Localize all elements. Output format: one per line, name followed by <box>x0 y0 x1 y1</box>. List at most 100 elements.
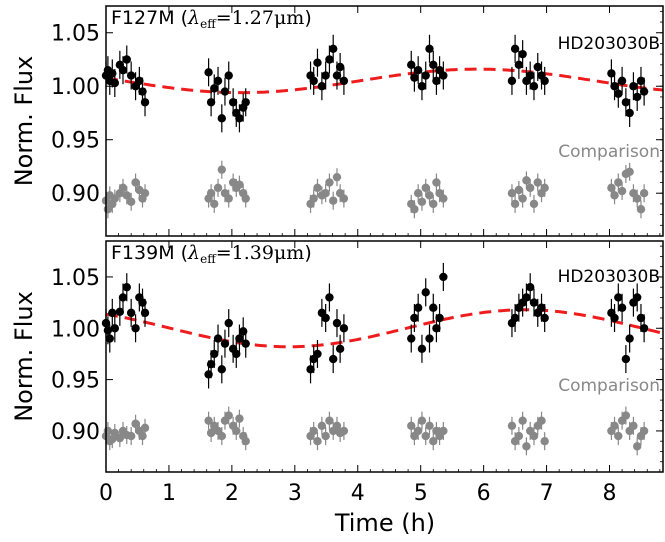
comparison-point <box>529 199 539 209</box>
target-point <box>317 82 327 91</box>
comparison-point <box>425 421 434 430</box>
comparison-point <box>309 426 318 436</box>
comparison-point <box>126 197 136 206</box>
paren-open: ( <box>175 7 188 29</box>
comparison-point <box>217 431 227 441</box>
comparison-point <box>617 186 627 196</box>
comparison-point <box>206 189 216 198</box>
axes-frame <box>105 240 664 473</box>
target-point <box>610 313 619 323</box>
target-point <box>639 324 649 333</box>
x-tick-label: 0 <box>99 481 113 506</box>
comparison-point <box>522 176 531 185</box>
target-point <box>621 354 631 364</box>
comparison-point <box>140 423 150 433</box>
lambda-symbol: λ <box>187 7 200 29</box>
x-tick-label: 3 <box>288 481 302 506</box>
target-point <box>407 60 416 70</box>
paren-open: ( <box>175 242 188 264</box>
target-point <box>329 44 338 53</box>
target-point <box>629 82 638 91</box>
target-point <box>235 334 244 343</box>
target-point <box>510 313 520 323</box>
target-point <box>425 44 434 53</box>
target-point <box>413 65 423 75</box>
target-point <box>306 365 315 374</box>
x-tick-label: 5 <box>414 481 428 506</box>
comparison-point <box>518 194 527 203</box>
target-point <box>429 303 438 312</box>
target-point <box>325 55 334 64</box>
model-curve <box>105 308 664 349</box>
comparison-point <box>540 183 549 193</box>
comparison-point <box>224 411 233 420</box>
target-point <box>126 71 136 80</box>
target-point <box>529 298 539 307</box>
comparison-point <box>529 431 539 441</box>
target-point <box>432 76 441 86</box>
target-point <box>636 76 646 86</box>
target-point <box>140 308 150 318</box>
target-point <box>410 73 419 82</box>
comparison-point <box>217 165 227 174</box>
comparison-point <box>241 437 250 446</box>
comparison-point <box>439 194 448 203</box>
target-point <box>435 313 444 323</box>
target-point <box>614 293 623 302</box>
comparison-point <box>321 431 330 441</box>
x-tick-label: 1 <box>162 481 176 506</box>
comparison-point <box>224 194 233 203</box>
y-tick-label: 1.05 <box>51 266 100 291</box>
comparison-point <box>639 189 649 198</box>
comparison-point <box>339 426 349 436</box>
comparison-point <box>507 189 517 198</box>
target-point <box>224 318 233 328</box>
axes-frame <box>105 5 664 237</box>
comparison-point <box>421 431 430 441</box>
comparison-point <box>206 428 216 438</box>
comparison-point <box>425 191 434 200</box>
comparison-point <box>321 189 330 198</box>
target-point <box>235 114 244 123</box>
target-point <box>413 303 423 312</box>
comparison-point <box>210 199 219 209</box>
comparison-point <box>313 183 322 193</box>
comparison-annotation: Comparison <box>558 376 660 396</box>
target-point <box>417 344 427 353</box>
target-point <box>639 87 649 96</box>
comparison-point <box>213 183 223 193</box>
target-point <box>122 55 131 64</box>
comparison-point <box>309 194 318 203</box>
y-axis-label: Norm. Flux <box>10 56 38 187</box>
target-point <box>232 349 241 359</box>
comparison-point <box>540 437 549 446</box>
target-point <box>335 344 345 353</box>
comparison-point <box>514 185 524 195</box>
comparison-point <box>110 194 120 203</box>
target-point <box>206 98 216 107</box>
comparison-point <box>241 194 250 203</box>
target-point <box>522 293 531 302</box>
comparison-point <box>417 416 427 425</box>
comparison-point <box>614 431 623 441</box>
target-point <box>537 303 546 312</box>
target-point <box>429 60 438 70</box>
target-point <box>614 89 623 98</box>
target-point <box>617 303 627 312</box>
panel-f139m: 0 1 2 3 4 5 6 7 8 0.90 0.95 1.00 1.05 Norm. Flux F139M… <box>10 240 664 506</box>
target-point <box>118 65 128 75</box>
x-tick-label: 7 <box>540 481 554 506</box>
filter-name: F139M <box>111 242 175 264</box>
target-point <box>540 313 549 323</box>
comparison-point <box>629 421 638 430</box>
target-point <box>421 71 430 80</box>
target-point <box>220 339 230 348</box>
target-point <box>332 71 342 80</box>
comparison-point <box>118 183 128 193</box>
lambda-sub: eff <box>200 252 217 266</box>
target-point <box>625 334 634 343</box>
panel-label: F127M (λeff=1.27μm) <box>111 7 312 31</box>
x-axis-label: Time (h) <box>334 509 435 537</box>
target-point <box>126 308 136 318</box>
